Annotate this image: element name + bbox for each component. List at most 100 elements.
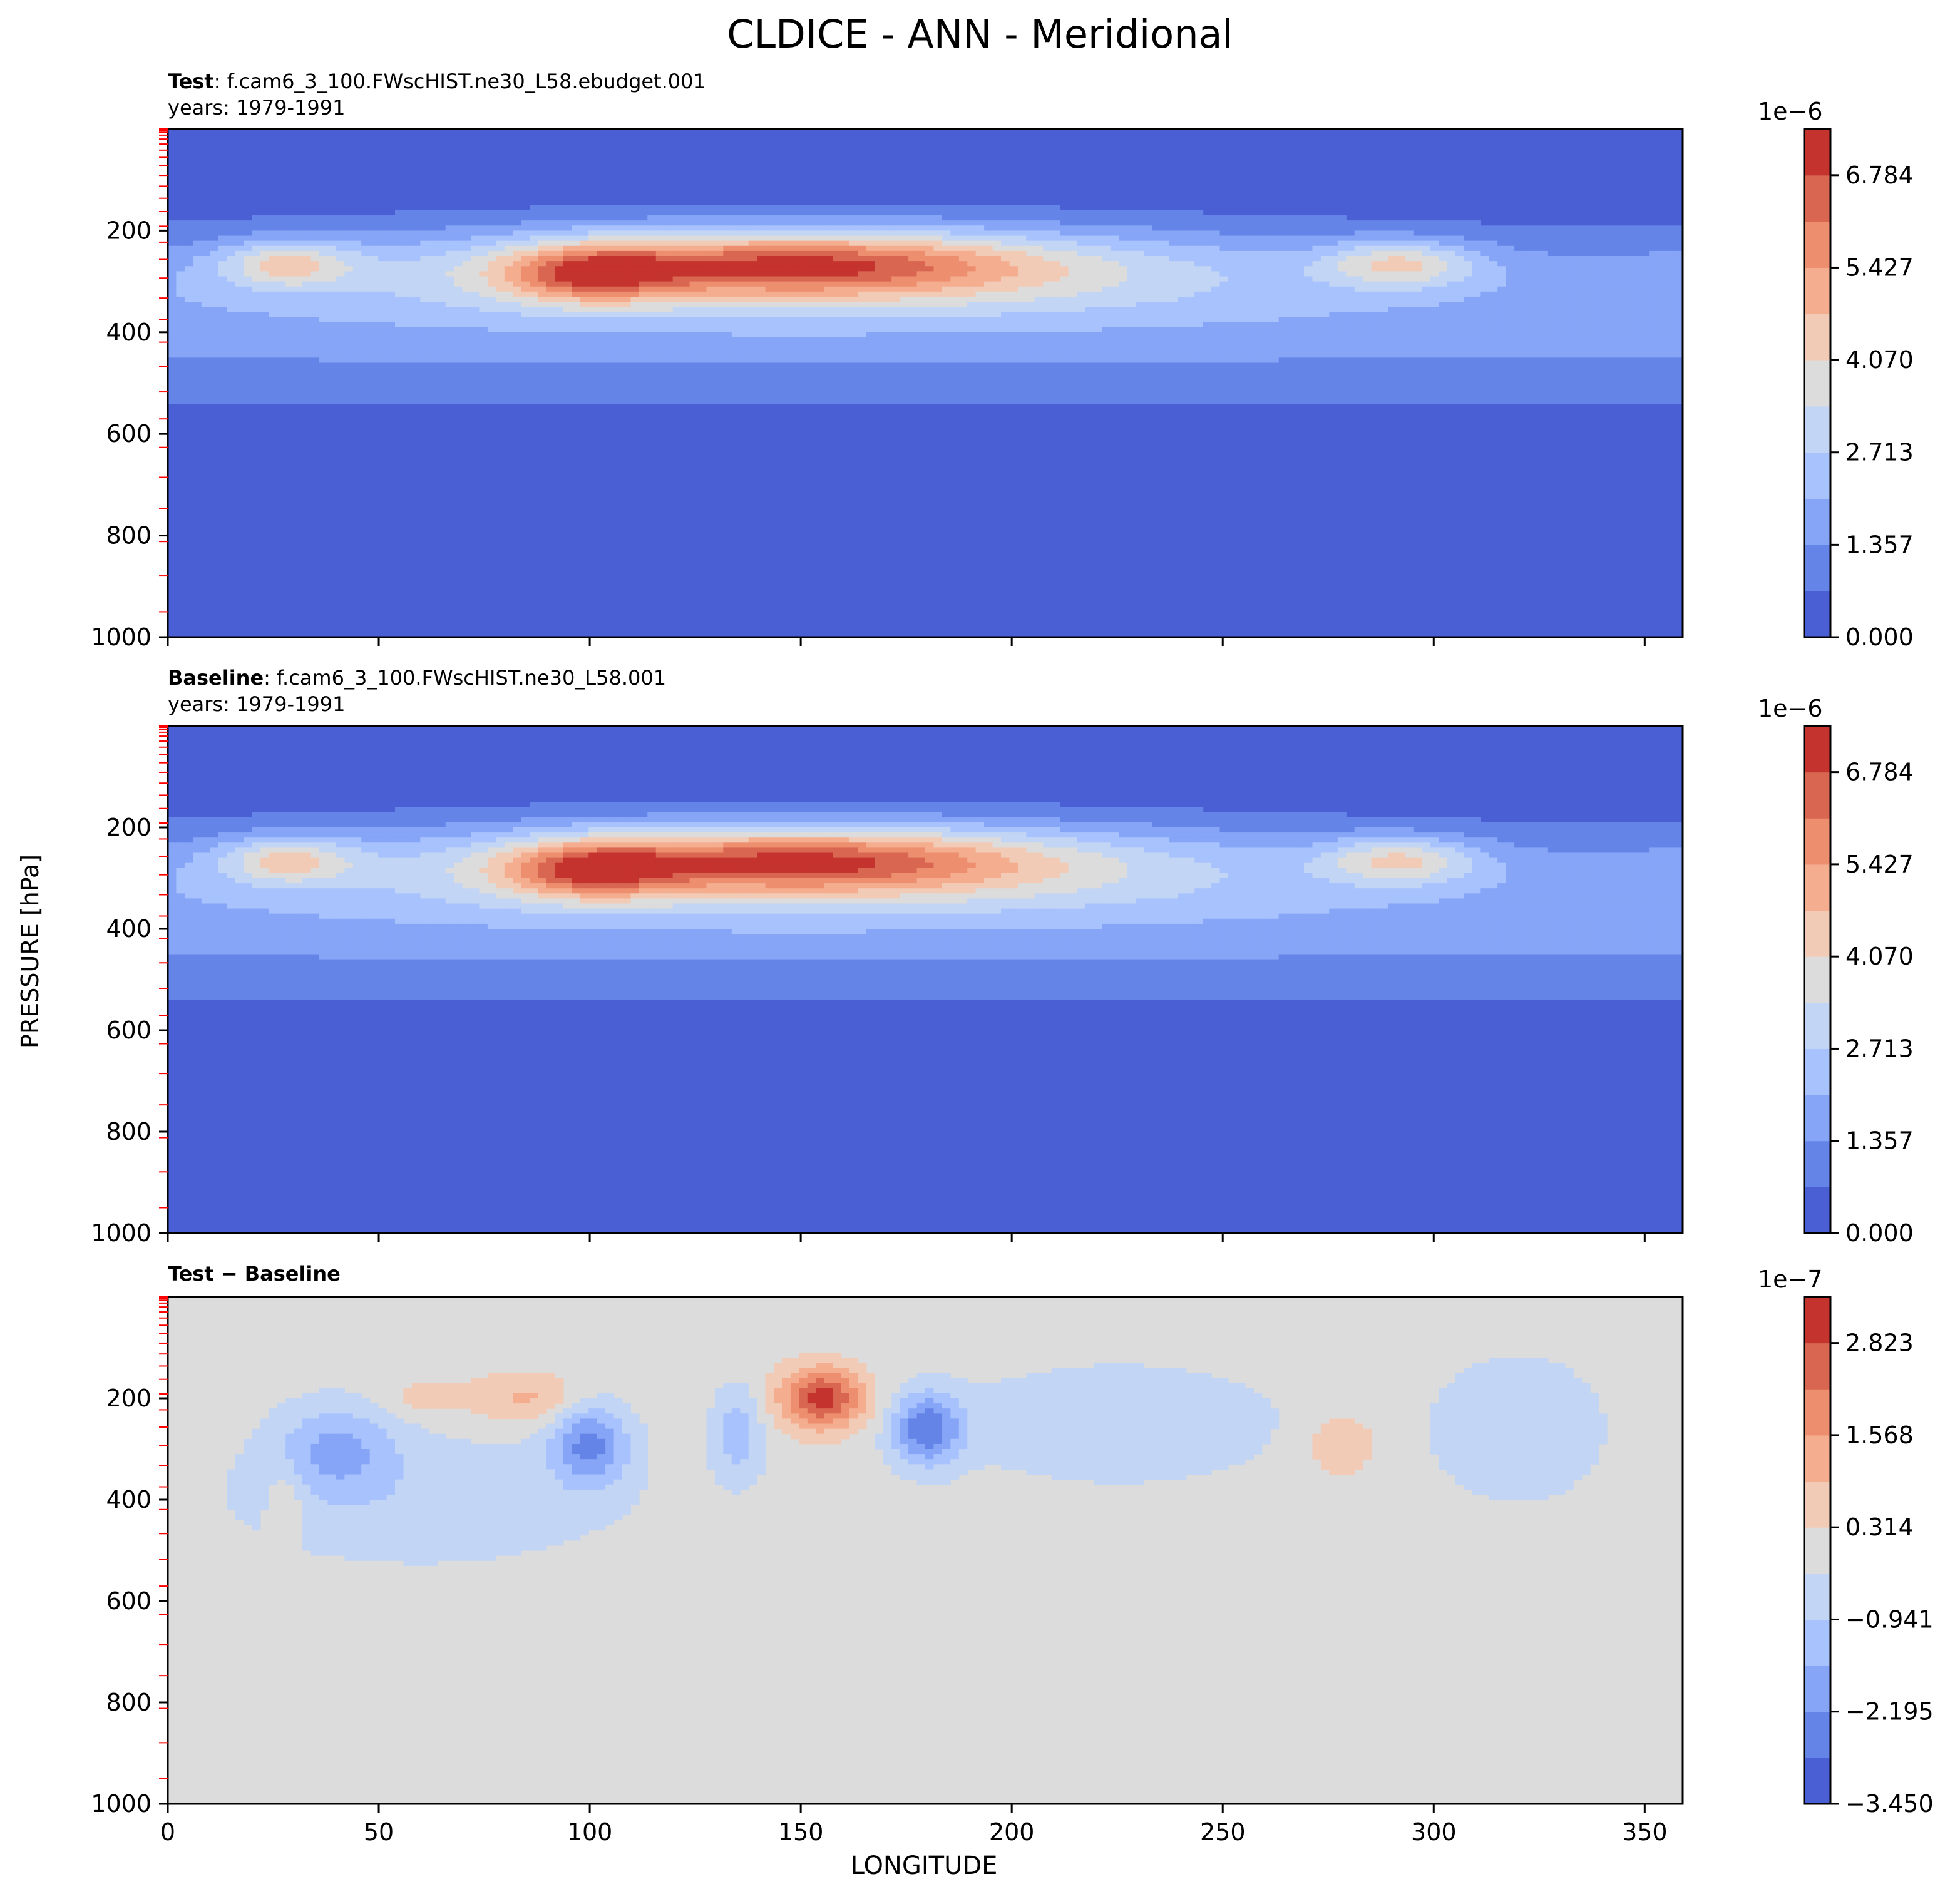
test-contour-cell	[1346, 220, 1355, 226]
test-contour-cell	[218, 352, 227, 358]
test-contour-cell	[302, 317, 312, 323]
test-contour-cell	[1304, 250, 1313, 257]
test-contour-cell	[344, 322, 354, 328]
test-contour-cell	[479, 215, 488, 221]
test-contour-cell	[1093, 342, 1102, 348]
test-contour-cell	[1674, 322, 1683, 328]
test-contour-cell	[647, 317, 657, 323]
test-contour-cell	[765, 271, 774, 277]
test-contour-cell	[1119, 286, 1128, 292]
test-contour-cell	[1026, 317, 1035, 323]
test-contour-cell	[622, 342, 632, 348]
test-contour-cell	[1043, 347, 1052, 353]
test-contour-cell	[1026, 286, 1035, 292]
test-contour-cell	[285, 296, 295, 302]
test-contour-cell	[420, 235, 429, 242]
test-contour-cell	[1371, 347, 1380, 353]
test-contour-cell	[193, 235, 202, 242]
test-contour-cell	[891, 307, 901, 312]
test-contour-cell	[1270, 215, 1280, 221]
test-contour-cell	[260, 327, 269, 333]
test-contour-cell	[984, 307, 993, 312]
test-contour-cell	[992, 302, 1002, 307]
test-contour-cell	[630, 291, 640, 297]
test-contour-cell	[1489, 312, 1498, 318]
test-contour-cell	[580, 281, 589, 287]
test-contour-cell	[1077, 322, 1086, 328]
test-contour-cell	[530, 317, 539, 323]
x-axis-label: LONGITUDE	[850, 1851, 998, 1880]
test-contour-cell	[597, 245, 606, 252]
test-contour-cell	[1581, 281, 1591, 287]
test-contour-cell	[1102, 347, 1111, 353]
test-contour-cell	[1068, 245, 1077, 252]
test-contour-cell	[479, 256, 488, 262]
test-contour-cell	[933, 235, 943, 242]
test-contour-cell	[1169, 307, 1178, 312]
test-contour-cell	[310, 261, 320, 267]
test-contour-cell	[336, 256, 345, 262]
test-contour-cell	[1261, 332, 1271, 338]
test-contour-cell	[1447, 220, 1456, 226]
test-contour-cell	[1110, 312, 1119, 318]
test-contour-cell	[833, 235, 842, 242]
test-contour-cell	[799, 256, 808, 262]
test-contour-cell	[1556, 245, 1566, 252]
test-contour-cell	[1590, 250, 1599, 257]
test-contour-cell	[672, 291, 682, 297]
test-contour-cell	[647, 281, 657, 287]
test-contour-cell	[748, 215, 757, 221]
test-contour-cell	[1068, 271, 1077, 277]
test-contour-cell	[1178, 337, 1187, 343]
test-contour-cell	[1649, 256, 1658, 262]
test-contour-cell	[672, 256, 682, 262]
test-contour-cell	[1564, 337, 1574, 343]
test-contour-cell	[774, 220, 783, 226]
test-contour-cell	[471, 312, 480, 318]
test-contour-cell	[201, 250, 210, 257]
test-contour-cell	[269, 352, 278, 358]
test-contour-cell	[1337, 256, 1347, 262]
test-contour-cell	[833, 250, 842, 257]
test-contour-cell	[933, 210, 943, 216]
test-contour-cell	[336, 352, 345, 358]
test-contour-cell	[1607, 256, 1616, 262]
test-contour-cell	[1522, 281, 1532, 287]
test-contour-cell	[1270, 256, 1280, 262]
test-contour-cell	[1388, 312, 1397, 318]
test-contour-cell	[260, 225, 269, 231]
test-contour-cell	[1632, 317, 1641, 323]
test-contour-cell	[352, 296, 362, 302]
test-contour-cell	[816, 342, 825, 348]
test-contour-cell	[504, 276, 513, 282]
test-contour-cell	[269, 276, 278, 282]
test-contour-cell	[1320, 337, 1330, 343]
test-contour-cell	[302, 220, 312, 226]
test-contour-cell	[1674, 312, 1683, 318]
test-contour-cell	[1455, 261, 1465, 267]
test-contour-cell	[302, 286, 312, 292]
test-contour-cell	[445, 322, 454, 328]
test-contour-cell	[1110, 256, 1119, 262]
test-contour-cell	[1337, 286, 1347, 292]
test-contour-cell	[1068, 332, 1077, 338]
test-contour-cell	[1405, 220, 1414, 226]
test-contour-cell	[833, 266, 842, 272]
test-contour-cell	[1203, 312, 1212, 318]
test-contour-cell	[858, 240, 867, 247]
test-contour-cell	[1236, 342, 1246, 348]
test-contour-cell	[1144, 271, 1153, 277]
test-contour-cell	[1009, 327, 1018, 333]
test-contour-cell	[1085, 215, 1094, 221]
test-contour-cell	[260, 261, 269, 267]
test-contour-cell	[588, 317, 598, 323]
test-contour-cell	[546, 250, 556, 257]
test-contour-cell	[681, 230, 690, 237]
test-contour-cell	[1371, 276, 1380, 282]
test-contour-cell	[992, 261, 1002, 267]
test-contour-cell	[916, 250, 926, 257]
test-contour-cell	[563, 286, 572, 292]
test-contour-cell	[386, 307, 396, 312]
test-contour-cell	[1068, 261, 1077, 267]
test-contour-cell	[790, 240, 799, 247]
